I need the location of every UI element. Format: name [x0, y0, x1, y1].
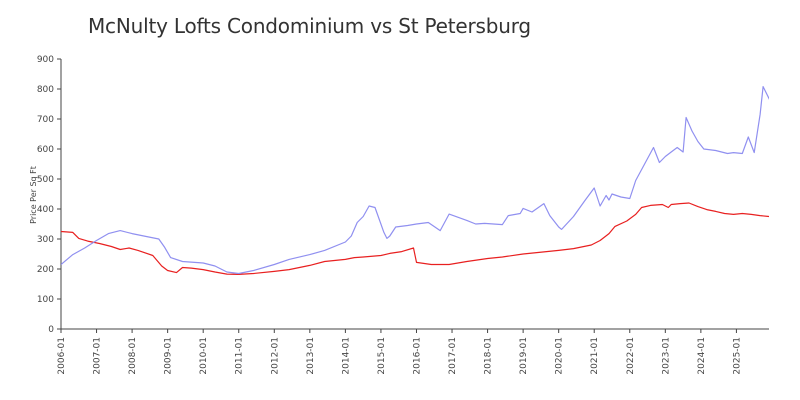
series-line-2: [61, 85, 769, 275]
series-layer: [61, 85, 769, 275]
y-tick-label: 900: [37, 55, 54, 65]
y-tick-label: 300: [37, 235, 54, 245]
y-tick-label: 500: [37, 175, 54, 185]
x-tick-label: 2011-01: [235, 337, 245, 375]
x-tick-label: 2019-01: [519, 337, 529, 375]
series-line-1: [61, 202, 769, 275]
x-tick-label: 2015-01: [377, 337, 387, 375]
y-tick-label: 800: [37, 85, 54, 95]
x-tick-label: 2007-01: [93, 337, 103, 375]
x-tick-label: 2009-01: [164, 337, 174, 375]
x-tick-label: 2016-01: [412, 337, 422, 375]
y-tick-label: 400: [37, 205, 54, 215]
x-tick-label: 2010-01: [199, 337, 209, 375]
y-tick-label: 200: [37, 265, 54, 275]
x-tick-label: 2020-01: [555, 337, 565, 375]
x-tick-label: 2022-01: [626, 337, 636, 375]
y-tick-label: 100: [37, 295, 54, 305]
x-axis: 2006-01 2007-01 2008-01 2009-01 2010-01 2011-…: [57, 328, 769, 375]
x-tick-label: 2023-01: [661, 337, 671, 375]
x-tick-label: 2017-01: [448, 337, 458, 375]
y-tick-label: 700: [37, 115, 54, 125]
x-tick-label: 2014-01: [341, 337, 351, 375]
y-axis: 0 100 200 300 400 500 600 700 800 900: [37, 55, 62, 335]
x-tick-label: 2013-01: [306, 337, 316, 375]
x-tick-label: 2012-01: [270, 337, 280, 375]
x-tick-label: 2024-01: [697, 337, 707, 375]
x-tick-label: 2021-01: [590, 337, 600, 375]
y-tick-label: 0: [48, 325, 54, 335]
x-tick-label: 2018-01: [484, 337, 494, 375]
x-tick-label: 2006-01: [57, 337, 67, 375]
x-tick-label: 2025-01: [732, 337, 742, 375]
y-tick-label: 600: [37, 145, 54, 155]
chart-title: McNulty Lofts Condominium vs St Petersbu…: [88, 14, 531, 38]
x-tick-label: 2008-01: [128, 337, 138, 375]
y-axis-label: Price Per Sq Ft: [29, 166, 38, 224]
